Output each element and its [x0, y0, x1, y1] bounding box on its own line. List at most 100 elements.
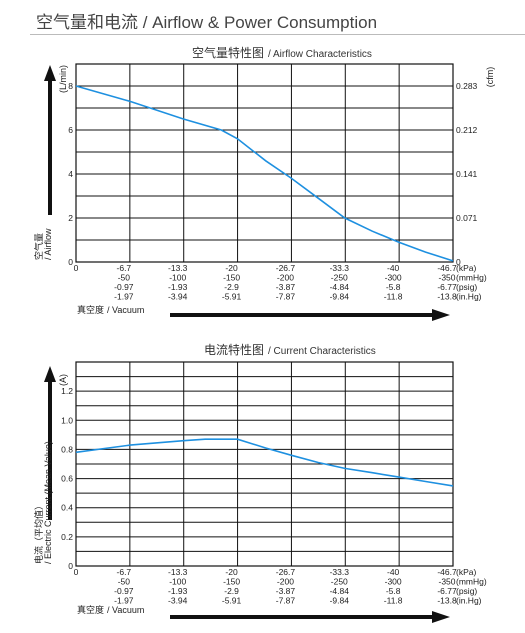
plot-frame: [75, 361, 454, 567]
x-axis-arrowhead: [432, 611, 450, 623]
x-axis-label: 真空度: [77, 604, 104, 615]
x-tick-label: -1.97: [114, 596, 134, 606]
x-tick-label: -6.7: [117, 263, 132, 273]
y2-tick-label: 0.141: [456, 169, 478, 179]
y-tick-label: 0: [68, 257, 73, 267]
chart-title: 电流特性图: [204, 342, 264, 357]
y2-tick-label: 0.071: [456, 213, 478, 223]
x-axis-label-en: / Vacuum: [107, 305, 144, 315]
x-tick-label: -200: [277, 577, 294, 587]
x-tick-label: -20: [225, 263, 238, 273]
y-tick-label: 0: [68, 561, 73, 571]
x-tick-label: -200: [277, 273, 294, 283]
x-tick-label: -300: [385, 577, 402, 587]
x-axis-label-en: / Vacuum: [107, 605, 144, 615]
x-unit-label: (in.Hg): [456, 596, 482, 606]
x-zero-label: 0: [74, 567, 79, 577]
y-tick-label: 0.4: [61, 503, 73, 513]
y-unit-left: (A): [58, 374, 68, 386]
x-tick-label: -250: [331, 577, 348, 587]
x-tick-label: -3.94: [168, 292, 188, 302]
y2-tick-label: 0.283: [456, 81, 478, 91]
x-unit-label: (kPa): [456, 263, 476, 273]
y-tick-label: 1.2: [61, 386, 73, 396]
x-tick-label: -5.91: [222, 292, 242, 302]
x-unit-label: (psig): [456, 282, 477, 292]
x-tick-label: -0.97: [114, 586, 134, 596]
x-zero-label: 0: [74, 263, 79, 273]
x-tick-label: -100: [169, 273, 186, 283]
x-axis-label: 真空度: [77, 304, 104, 315]
x-tick-label: -26.7: [276, 567, 296, 577]
x-unit-label: (mmHg): [456, 577, 487, 587]
y-tick-label: 0.6: [61, 474, 73, 484]
x-tick-label: -40: [387, 567, 400, 577]
x-tick-label: -5.8: [386, 586, 401, 596]
y-tick-label: 6: [68, 125, 73, 135]
series-line: [75, 85, 454, 262]
x-tick-label: -3.87: [276, 586, 296, 596]
x-tick-label: -1.93: [168, 282, 188, 292]
y-tick-label: 1.0: [61, 415, 73, 425]
x-tick-label: -150: [223, 577, 240, 587]
x-tick-label: -7.87: [276, 292, 296, 302]
x-tick-label: -20: [225, 567, 238, 577]
page-title: 空气量和电流 / Airflow & Power Consumption: [36, 13, 378, 32]
x-tick-label: -26.7: [276, 263, 296, 273]
x-tick-label: -6.77: [437, 282, 457, 292]
x-tick-label: -150: [223, 273, 240, 283]
y-tick-label: 0.8: [61, 444, 73, 454]
chart-title-en: / Airflow Characteristics: [268, 49, 372, 60]
x-tick-label: -6.7: [117, 567, 132, 577]
y-unit-right: (cfm): [485, 67, 495, 88]
x-tick-label: -5.8: [386, 282, 401, 292]
x-tick-label: -4.84: [330, 282, 350, 292]
y-axis-arrowhead: [44, 366, 56, 382]
x-tick-label: -33.3: [330, 263, 350, 273]
y2-tick-label: 0: [456, 257, 461, 267]
x-tick-label: -1.93: [168, 586, 188, 596]
x-tick-label: -13.8: [437, 596, 457, 606]
x-tick-label: -5.91: [222, 596, 242, 606]
x-tick-label: -4.84: [330, 586, 350, 596]
x-tick-label: -13.3: [168, 263, 188, 273]
x-tick-label: -46.7: [437, 567, 457, 577]
x-tick-label: -250: [331, 273, 348, 283]
series-line: [75, 438, 454, 487]
x-tick-label: -33.3: [330, 567, 350, 577]
x-unit-label: (kPa): [456, 567, 476, 577]
y-tick-label: 8: [68, 81, 73, 91]
x-tick-label: -40: [387, 263, 400, 273]
x-unit-label: (psig): [456, 586, 477, 596]
y-axis-label-en: / Airflow: [43, 228, 53, 260]
x-tick-label: -50: [118, 577, 131, 587]
x-tick-label: -2.9: [224, 282, 239, 292]
title-divider: [30, 34, 525, 35]
chart-title: 空气量特性图: [192, 45, 264, 60]
x-tick-label: -3.94: [168, 596, 188, 606]
x-tick-label: -13.3: [168, 567, 188, 577]
y-unit-left: (L/min): [58, 65, 68, 93]
x-tick-label: -9.84: [330, 596, 350, 606]
x-tick-label: -350: [438, 273, 455, 283]
plot-frame: [75, 63, 454, 263]
x-tick-label: -11.8: [384, 292, 403, 302]
x-tick-label: -7.87: [276, 596, 296, 606]
x-tick-label: -13.8: [437, 292, 457, 302]
x-tick-label: -6.77: [437, 586, 457, 596]
x-axis-arrowhead: [432, 309, 450, 321]
chart-2: 电流特性图 / Current Characteristics 0 0.2 0.4 0.6…: [33, 342, 487, 623]
y2-tick-label: 0.212: [456, 125, 478, 135]
x-tick-label: -2.9: [224, 586, 239, 596]
x-tick-label: -50: [118, 273, 131, 283]
chart-title-en: / Current Characteristics: [268, 346, 376, 357]
chart-1: 空气量特性图 / Airflow Characteristics 0 2 4 6 8 0 0.0…: [33, 45, 495, 321]
x-tick-label: -100: [169, 577, 186, 587]
y-tick-label: 2: [68, 213, 73, 223]
x-tick-label: -11.8: [384, 596, 403, 606]
x-tick-label: -350: [438, 577, 455, 587]
y-axis-label: 空气量: [33, 233, 44, 260]
x-tick-label: -1.97: [114, 292, 134, 302]
x-tick-label: -0.97: [114, 282, 134, 292]
x-unit-label: (in.Hg): [456, 292, 482, 302]
